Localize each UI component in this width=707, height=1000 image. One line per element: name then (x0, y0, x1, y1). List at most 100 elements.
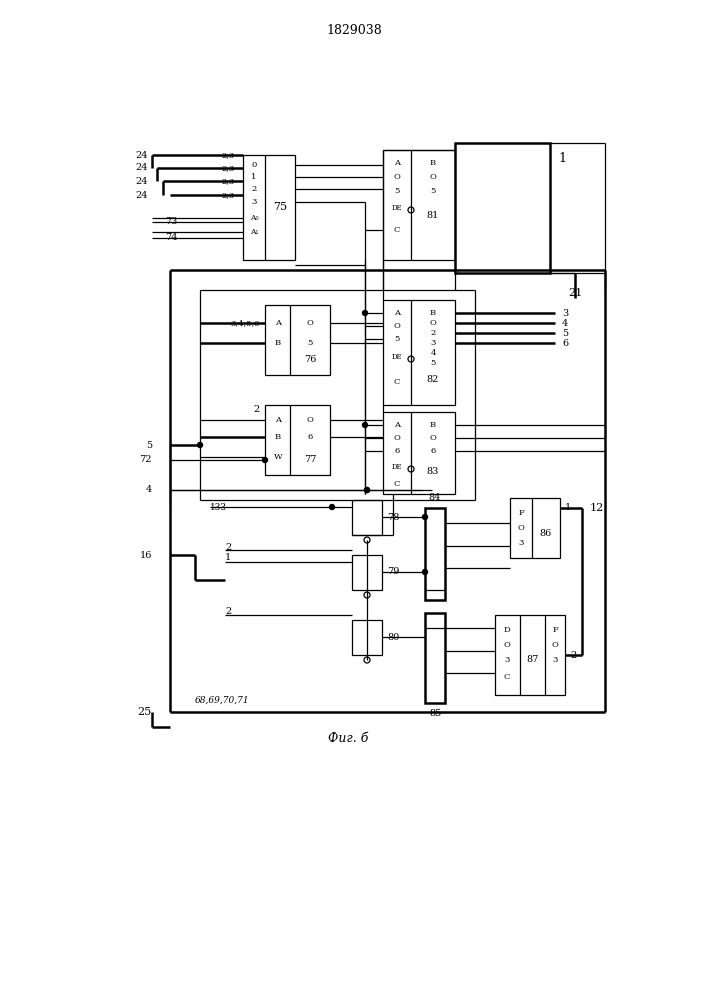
Bar (495, 615, 565, 695)
Text: 75: 75 (273, 202, 287, 212)
Text: 4: 4 (146, 486, 152, 494)
Text: C: C (394, 480, 400, 488)
Text: 2,3: 2,3 (222, 177, 235, 185)
Text: B: B (275, 339, 281, 347)
Text: 2: 2 (225, 607, 231, 616)
Text: A: A (394, 309, 400, 317)
Bar (383, 412, 455, 494)
Text: O: O (307, 416, 313, 424)
Bar (243, 155, 295, 260)
Text: B: B (430, 421, 436, 429)
Text: 78: 78 (387, 512, 399, 522)
Text: O: O (503, 641, 510, 649)
Circle shape (408, 356, 414, 362)
Text: 5: 5 (431, 359, 436, 367)
Text: B: B (430, 309, 436, 317)
Text: 24: 24 (136, 163, 148, 172)
Text: 3: 3 (552, 656, 558, 664)
Text: 6: 6 (562, 338, 568, 348)
Text: C: C (394, 378, 400, 386)
Text: A: A (275, 416, 281, 424)
Text: A₁: A₁ (250, 228, 258, 236)
Text: O: O (430, 173, 436, 181)
Text: A₀: A₀ (250, 214, 258, 222)
Text: A: A (394, 421, 400, 429)
Text: 2: 2 (252, 185, 257, 193)
Text: 1: 1 (565, 504, 571, 512)
Text: C: C (394, 226, 400, 234)
Text: 4: 4 (431, 349, 436, 357)
Text: C: C (504, 673, 510, 681)
Text: O: O (551, 641, 559, 649)
Text: 83: 83 (427, 468, 439, 477)
Text: O: O (394, 173, 400, 181)
Text: DE: DE (392, 204, 402, 212)
Text: 133: 133 (210, 502, 227, 512)
Text: 85: 85 (429, 708, 441, 718)
Text: B: B (430, 159, 436, 167)
Bar (383, 300, 455, 405)
Text: 84: 84 (429, 493, 441, 502)
Text: 5: 5 (308, 339, 312, 347)
Circle shape (363, 422, 368, 428)
Text: 2,3: 2,3 (222, 191, 235, 199)
Text: O: O (518, 524, 525, 532)
Circle shape (423, 514, 428, 520)
Text: 81: 81 (427, 211, 439, 220)
Text: 3: 3 (431, 339, 436, 347)
Bar (265, 305, 330, 375)
Text: 5: 5 (431, 187, 436, 195)
Text: A: A (394, 159, 400, 167)
Text: 3: 3 (504, 656, 510, 664)
Circle shape (363, 310, 368, 316)
Circle shape (329, 504, 334, 510)
Text: 87: 87 (527, 656, 539, 664)
Text: 2: 2 (254, 406, 260, 414)
Text: 79: 79 (387, 568, 399, 576)
Text: 6: 6 (431, 447, 436, 455)
Text: 1: 1 (251, 173, 257, 181)
Text: 2: 2 (225, 542, 231, 552)
Text: 3: 3 (562, 308, 568, 318)
Text: 82: 82 (427, 375, 439, 384)
Text: 6: 6 (395, 447, 399, 455)
Text: 6: 6 (308, 433, 312, 441)
Circle shape (408, 207, 414, 213)
Text: 5: 5 (562, 328, 568, 338)
Text: 3,4,5,6: 3,4,5,6 (230, 319, 260, 327)
Text: DE: DE (392, 463, 402, 471)
Text: 2: 2 (431, 329, 436, 337)
Bar (352, 620, 382, 655)
Text: 5: 5 (395, 335, 399, 343)
Circle shape (197, 442, 202, 448)
Text: 1829038: 1829038 (326, 23, 382, 36)
Text: B: B (275, 433, 281, 441)
Circle shape (364, 657, 370, 663)
Bar (383, 150, 455, 260)
Text: 77: 77 (304, 456, 316, 464)
Text: 72: 72 (139, 456, 152, 464)
Circle shape (408, 466, 414, 472)
Text: O: O (307, 319, 313, 327)
Text: 5: 5 (146, 440, 152, 450)
Text: 24: 24 (136, 190, 148, 200)
Bar (455, 143, 550, 273)
Text: Фиг. б: Фиг. б (328, 732, 368, 744)
Text: O: O (394, 434, 400, 442)
Text: 73: 73 (165, 218, 177, 227)
Text: 4: 4 (562, 318, 568, 328)
Text: F: F (552, 626, 558, 634)
Text: O: O (430, 319, 436, 327)
Bar (510, 498, 560, 558)
Text: 0: 0 (252, 161, 257, 169)
Text: O: O (394, 322, 400, 330)
Text: W: W (274, 453, 282, 461)
Bar (265, 405, 330, 475)
Text: D: D (503, 626, 510, 634)
Text: 3: 3 (518, 539, 524, 547)
Bar (352, 555, 382, 590)
Text: 5: 5 (395, 187, 399, 195)
Bar (425, 508, 445, 600)
Text: 1: 1 (558, 151, 566, 164)
Text: 25: 25 (138, 707, 152, 717)
